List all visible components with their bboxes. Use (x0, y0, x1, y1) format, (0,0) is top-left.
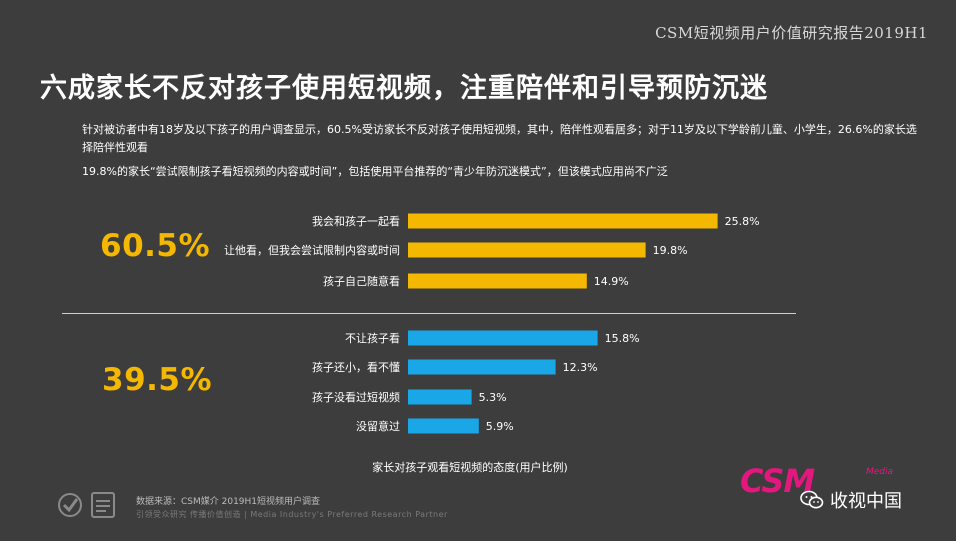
page-title: 六成家长不反对孩子使用短视频，注重陪伴和引导预防沉迷 (40, 73, 768, 104)
category-label-5: 孩子还小，看不懂 (312, 360, 400, 374)
bar-4 (408, 330, 598, 346)
value-label-6: 5.3% (479, 391, 507, 404)
group-percent-bottom: 39.5% (102, 362, 213, 398)
category-label-2: 让他看，但我会尝试限制内容或时间 (224, 243, 400, 257)
chart-caption: 家长对孩子观看短视频的态度(用户比例) (372, 461, 568, 474)
csm-logo-media: Media (866, 467, 894, 477)
bar-3 (408, 273, 587, 289)
description-para-1: 针对被访者中有18岁及以下孩子的用户调查显示，60.5%受访家长不反对孩子使用短… (82, 123, 917, 154)
description-para-2: 19.8%的家长“尝试限制孩子看短视频的内容或时间”，包括使用平台推荐的“青少年… (82, 165, 668, 178)
category-label-1: 我会和孩子一起看 (312, 214, 400, 228)
group-divider (62, 313, 796, 314)
certification-logos-icon (58, 492, 115, 518)
bar-5 (408, 359, 556, 375)
value-label-3: 14.9% (594, 275, 629, 288)
category-label-4: 不让孩子看 (345, 331, 400, 345)
bar-2 (408, 242, 646, 258)
report-tag: CSM短视频用户价值研究报告2019H1 (655, 24, 928, 42)
footer-source: 数据来源：CSM媒介 2019H1短视频用户调查 (136, 497, 321, 507)
wechat-account-name: 收视中国 (830, 491, 902, 512)
bar-chart: 我会和孩子一起看 25.8% 让他看，但我会尝试限制内容或时间 19.8% 孩子自己随意… (224, 213, 760, 434)
bar-6 (408, 389, 472, 405)
value-label-4: 15.8% (605, 332, 640, 345)
bar-1 (408, 213, 718, 229)
wechat-icon (800, 490, 824, 509)
group-percent-top: 60.5% (100, 228, 211, 264)
category-label-6: 孩子没看过短视频 (312, 390, 400, 404)
value-label-1: 25.8% (725, 215, 760, 228)
category-label-7: 没留意过 (356, 419, 400, 433)
value-label-2: 19.8% (653, 244, 688, 257)
wechat-account: 收视中国 (800, 487, 902, 513)
footer-slogan: 引领受众研究 传播价值创造 | Media Industry's Preferr… (136, 510, 448, 519)
bar-7 (408, 418, 479, 434)
category-label-3: 孩子自己随意看 (323, 274, 400, 288)
value-label-5: 12.3% (563, 361, 598, 374)
value-label-7: 5.9% (486, 420, 514, 433)
